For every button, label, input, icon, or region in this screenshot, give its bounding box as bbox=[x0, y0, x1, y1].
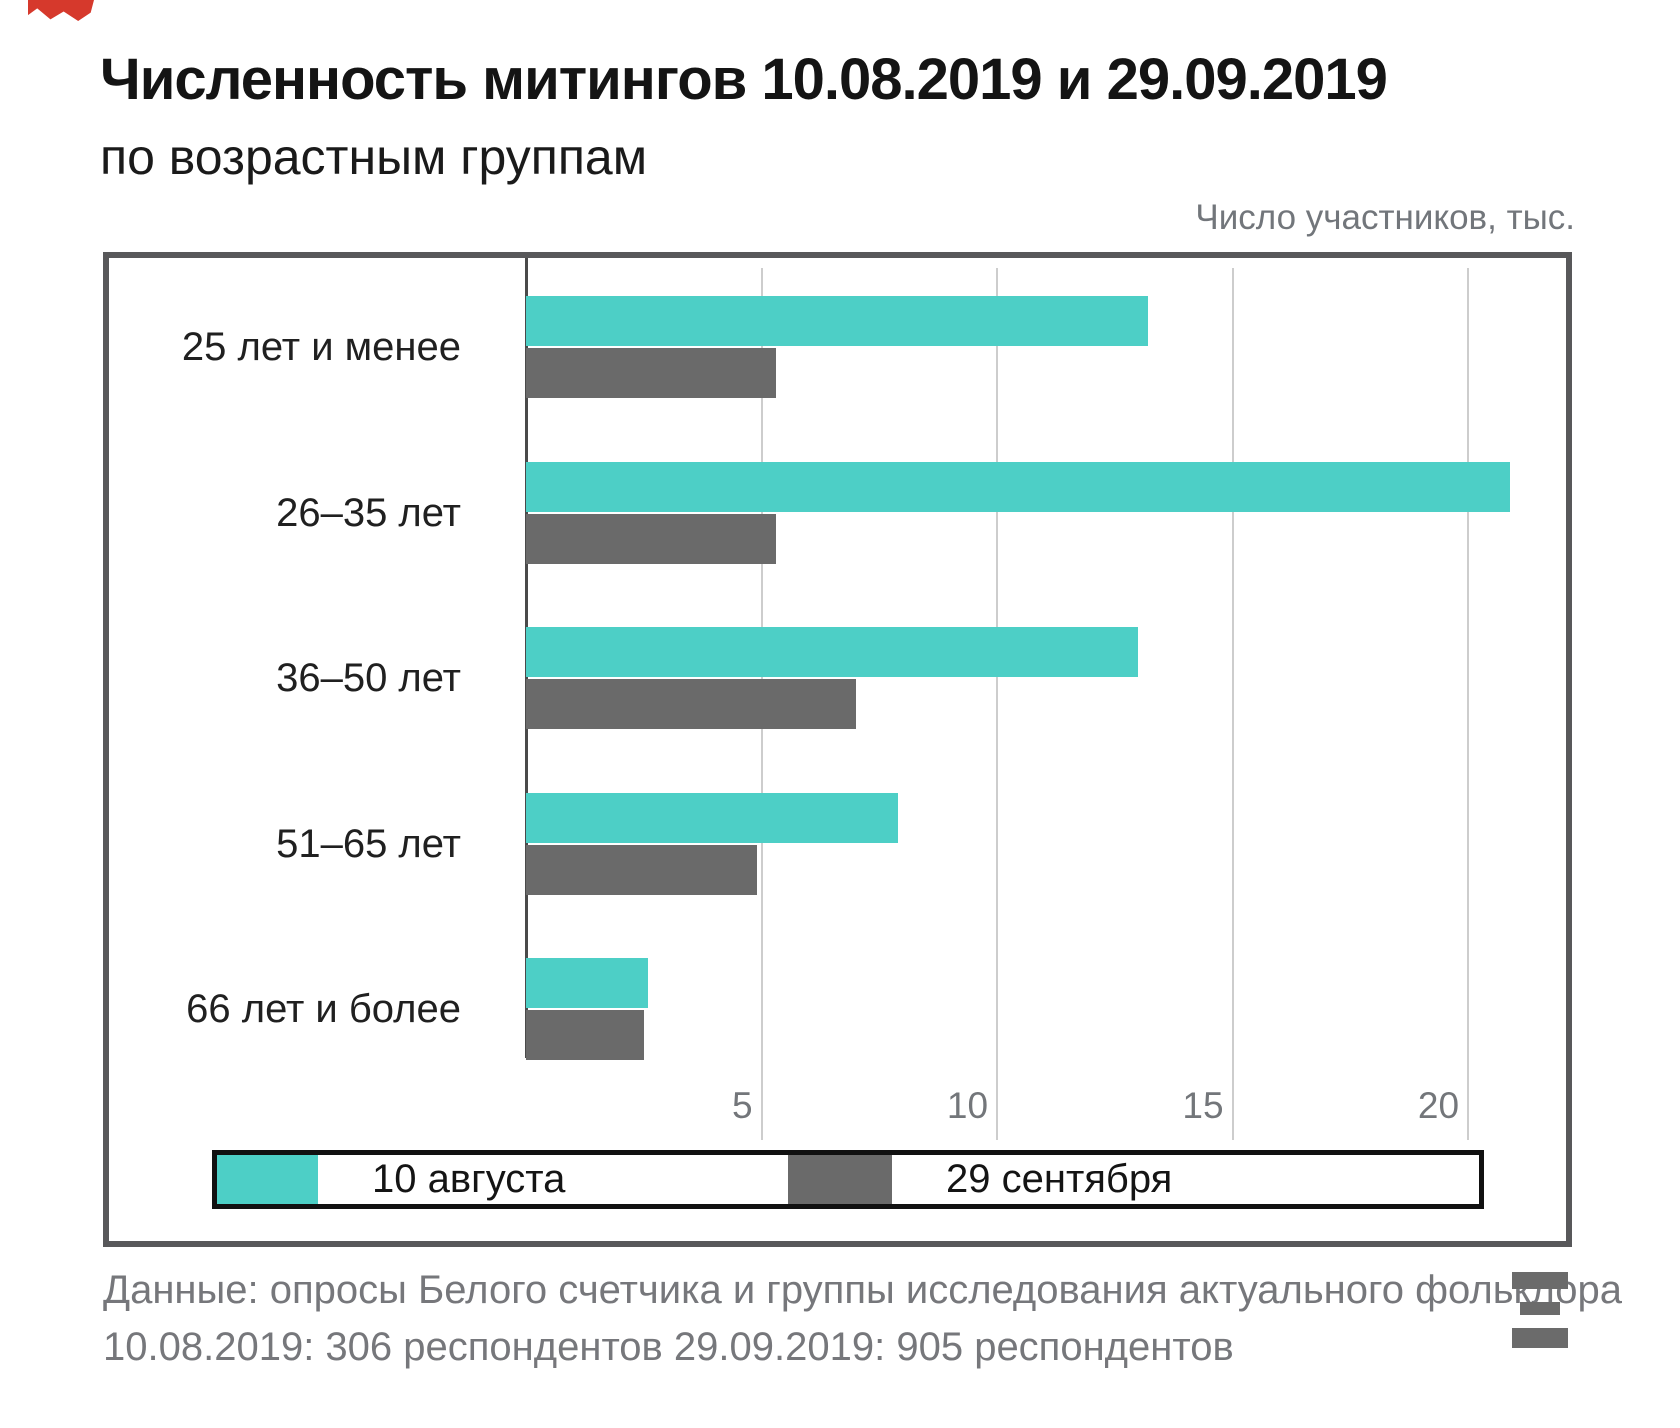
bar-10-august bbox=[526, 461, 1511, 512]
bar-29-september bbox=[526, 513, 776, 564]
x-tick-label-5: 5 bbox=[731, 1085, 753, 1126]
source-line-1: Данные: опросы Белого счетчика и группы … bbox=[103, 1268, 1623, 1312]
x-tick-label-10: 10 bbox=[946, 1085, 989, 1126]
logo-bar-middle bbox=[1520, 1302, 1560, 1315]
bar-29-september bbox=[526, 1010, 644, 1060]
logo-bar-top bbox=[1512, 1272, 1568, 1289]
page-subtitle: по возрастным группам bbox=[100, 129, 648, 185]
page-title: Численность митингов 10.08.2019 и 29.09.… bbox=[100, 47, 1388, 112]
bar-29-september bbox=[526, 844, 757, 895]
bar-29-september bbox=[526, 679, 856, 729]
chart-frame: 5 10 15 20 25 лет и менее 26–35 лет 36–50 лет 5… bbox=[103, 252, 1572, 1247]
bar-10-august bbox=[526, 627, 1139, 677]
legend-swatch-10-august bbox=[217, 1155, 318, 1204]
bar-10-august bbox=[526, 296, 1148, 346]
bar-10-august bbox=[526, 792, 899, 843]
category-label: 66 лет и более bbox=[186, 987, 461, 1031]
category-label: 36–50 лет bbox=[276, 656, 461, 700]
category-label: 25 лет и менее bbox=[181, 325, 461, 369]
category-label: 51–65 лет bbox=[276, 821, 461, 866]
legend-swatch-29-september bbox=[788, 1155, 892, 1204]
gridline-20 bbox=[1467, 268, 1470, 1140]
gridline-15 bbox=[1231, 268, 1234, 1140]
chart-legend: 10 августа 29 сентября bbox=[212, 1150, 1484, 1209]
legend-label-29-september: 29 сентября bbox=[946, 1157, 1173, 1201]
data-source-note: Данные: опросы Белого счетчика и группы … bbox=[103, 1262, 1623, 1376]
publisher-logo bbox=[1512, 1272, 1568, 1348]
axis-units-note: Число участников, тыс. bbox=[1195, 198, 1575, 237]
source-line-2: 10.08.2019: 306 респондентов 29.09.2019:… bbox=[103, 1325, 1234, 1369]
category-label: 26–35 лет bbox=[276, 490, 461, 535]
legend-label-10-august: 10 августа bbox=[372, 1157, 566, 1201]
x-tick-label-15: 15 bbox=[1182, 1085, 1224, 1126]
gridline-10 bbox=[996, 268, 999, 1140]
plot-area: 5 10 15 20 25 лет и менее 26–35 лет 36–50 лет 5… bbox=[109, 258, 1566, 1241]
bar-10-august bbox=[526, 958, 649, 1008]
bar-29-september bbox=[526, 348, 776, 398]
x-tick-label-20: 20 bbox=[1417, 1085, 1460, 1126]
torn-corner-mark bbox=[28, 0, 94, 21]
logo-bar-bottom bbox=[1512, 1328, 1568, 1348]
